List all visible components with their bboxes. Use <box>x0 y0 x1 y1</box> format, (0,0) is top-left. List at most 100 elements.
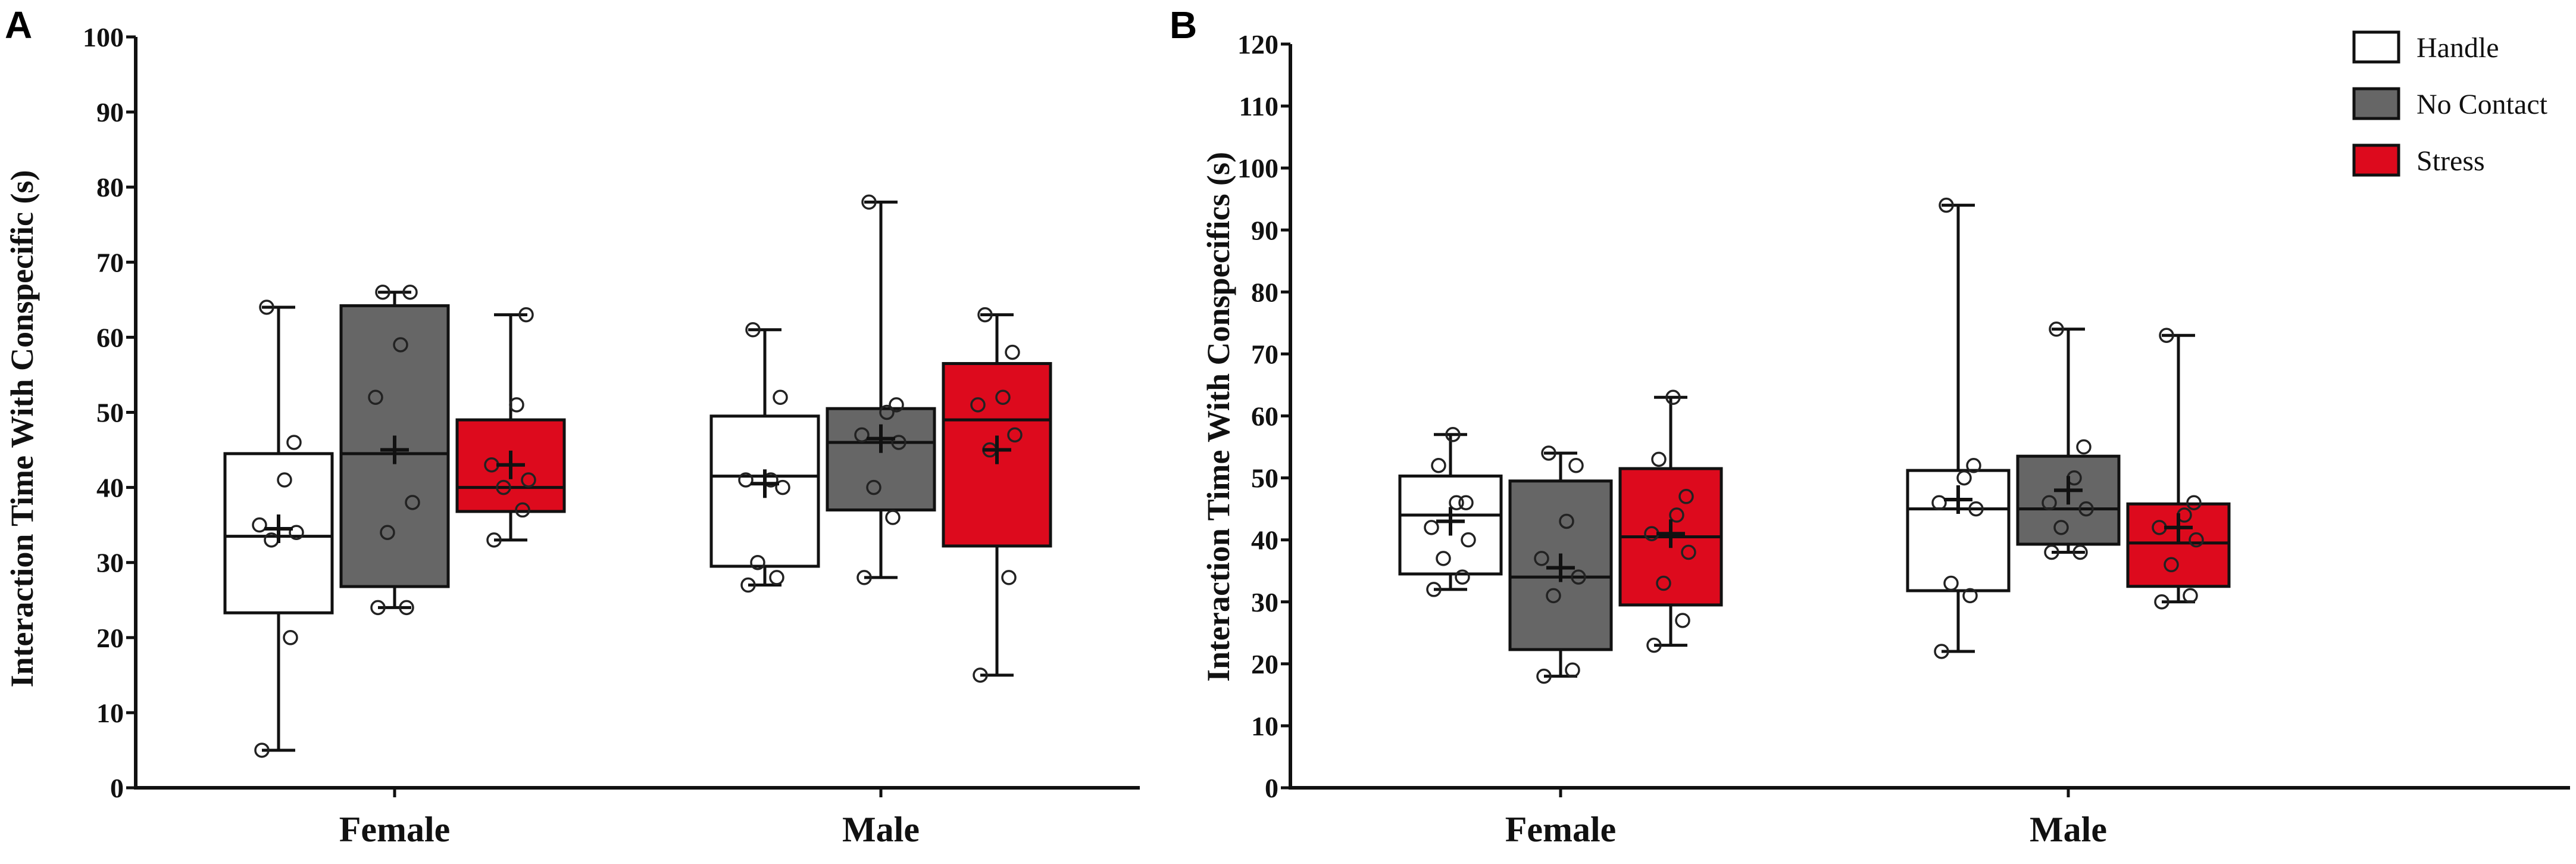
panel-b-y-tick-label: 30 <box>1251 587 1278 617</box>
panel-a-female-handle-mean-marker <box>264 514 293 543</box>
panel-a-female-no-contact-box-group <box>339 284 450 616</box>
panel-b-male-no-contact-point <box>2042 495 2057 510</box>
panel-b-female-handle-point <box>1436 551 1451 566</box>
panel-b-female-stress-point <box>1669 507 1684 523</box>
panel-a-male-handle-mean-marker <box>751 469 779 498</box>
panel-b-male-stress-box-group <box>2126 327 2231 610</box>
panel-a-male-stress-point <box>970 397 986 413</box>
panel-a-y-tick-label: 70 <box>96 247 124 277</box>
panel-a-male-no-contact-point <box>866 479 881 495</box>
panel-a-male-handle-box-group <box>709 322 820 593</box>
panel-a-male-stress-box-group <box>942 307 1052 683</box>
panel-b-y-tick-label: 100 <box>1237 153 1278 183</box>
panel-b-male-handle-point <box>1956 470 1972 486</box>
panel-b-female-handle-point <box>1426 582 1442 597</box>
panel-b-female-no-contact-point <box>1565 662 1580 678</box>
panel-a-male-no-contact-point <box>885 510 901 525</box>
panel-b-female-no-contact-mean-marker <box>1546 553 1575 582</box>
panel-b-male-handle-point <box>1962 588 1978 604</box>
panel-b-y-tick-label: 40 <box>1251 525 1278 556</box>
panel-b-female-no-contact-point <box>1541 445 1556 461</box>
panel-b-male-stress-mean-marker <box>2164 513 2193 542</box>
panel-a-female-no-contact-point <box>380 525 395 541</box>
legend-swatch-handle <box>2352 30 2400 64</box>
panel-a-y-tick-label: 80 <box>96 172 124 202</box>
panel-b-male-stress-point <box>2159 327 2174 343</box>
panel-b-female-stress-point <box>1681 544 1696 560</box>
panel-a-male-no-contact-point <box>889 397 904 413</box>
panel-b-y-tick-label: 120 <box>1237 29 1278 60</box>
panel-b-female-stress-point <box>1675 613 1690 628</box>
panel-b-female-no-contact-point <box>1571 569 1586 585</box>
panel-b-y-tick-label: 10 <box>1251 711 1278 741</box>
panel-b-male-no-contact-point <box>2072 544 2088 560</box>
panel-a-plot: 0 10 20 30 40 50 60 70 80 90 100 Female Male <box>83 22 1140 849</box>
panel-b-male-no-contact-point <box>2049 322 2064 337</box>
panel-a-y-tick-label: 40 <box>96 473 124 503</box>
panel-a-female-no-contact-point <box>375 284 390 300</box>
panel-b-y-tick-label: 70 <box>1251 339 1278 369</box>
panel-b-y-tick-label: 50 <box>1251 463 1278 494</box>
panel-a-male-stress-point <box>977 307 993 323</box>
panel-b-female-handle-point <box>1455 569 1470 585</box>
panel-a-male-no-contact-point <box>879 404 895 420</box>
panel-b-y-tick-label: 0 <box>1265 773 1278 803</box>
panel-b-female-handle-mean-marker <box>1436 507 1465 536</box>
panel-b-male-handle-point <box>1939 197 1954 213</box>
panel-a-male-handle-point <box>745 322 761 338</box>
panel-b-female-stress-point <box>1646 637 1662 653</box>
panel-a-male-stress-point <box>1007 427 1023 443</box>
panel-b-female-no-contact-point <box>1534 551 1549 566</box>
panel-b-male-no-contact-point <box>2053 520 2069 535</box>
panel-a-female-stress-point <box>496 479 511 495</box>
panel-b-female-stress-point <box>1651 451 1667 467</box>
panel-a-male-handle-point <box>769 570 784 585</box>
panel-b-male-handle-point <box>1966 458 1981 473</box>
panel-b-y-tick-label: 90 <box>1251 215 1278 245</box>
panel-a-male-no-contact-box <box>826 407 936 511</box>
panel-a-male-no-contact-mean-marker <box>867 424 895 453</box>
panel-a-female-handle-point <box>286 435 302 450</box>
panel-b-female-no-contact-box-group <box>1508 445 1613 684</box>
panel-b-male-handle-point <box>1931 495 1947 510</box>
panel-b-female-no-contact-point <box>1546 588 1561 604</box>
legend-swatch-no-contact <box>2352 87 2400 120</box>
panel-a-male-handle-point <box>738 472 754 488</box>
panel-b-y-tick-label: 20 <box>1251 649 1278 679</box>
panel-a-female-stress-point <box>509 397 524 413</box>
panel-a-male-no-contact-box-group <box>826 194 936 585</box>
legend-label-handle: Handle <box>2416 32 2499 64</box>
panel-b-x-tick-label-male: Male <box>2030 810 2107 849</box>
panel-b-female-no-contact-point <box>1568 458 1584 473</box>
panel-b-female-handle-point <box>1449 495 1464 510</box>
panel-b-male-stress-point <box>2189 532 2204 548</box>
panel-b-male-stress-point <box>2186 495 2202 510</box>
panel-b-male-no-contact-point <box>2044 544 2059 560</box>
panel-a-male-handle-point <box>775 479 790 495</box>
panel-b-female-stress-point <box>1656 575 1671 591</box>
panel-b-female-handle-box-group <box>1398 426 1503 597</box>
panel-b-male-handle-point <box>1968 501 1984 517</box>
panel-a-female-handle-point <box>289 525 304 541</box>
panel-a-female-no-contact-point <box>393 337 408 353</box>
panel-a-female-handle-point <box>252 517 267 533</box>
legend-label-stress: Stress <box>2416 145 2485 177</box>
panel-a-male-stress-point <box>1001 570 1017 585</box>
legend: Handle No Contact Stress <box>2352 30 2548 177</box>
panel-b-male-handle-point <box>1934 644 1949 659</box>
panel-b-female-handle-point <box>1458 495 1474 510</box>
panel-b-female-no-contact-point <box>1536 668 1552 684</box>
panel-a-female-stress-mean-marker <box>496 450 525 479</box>
panel-a-female-stress-point <box>515 502 530 518</box>
panel-b-female-handle-point <box>1424 520 1439 535</box>
panel-a-female-handle-point <box>259 300 274 315</box>
panel-a-y-tick-label: 60 <box>96 322 124 353</box>
panel-a-y-tick-label: 30 <box>96 548 124 578</box>
panel-a-female-stress-box-group <box>455 307 566 548</box>
panel-b-female-handle-point <box>1461 532 1476 548</box>
panel-b-y-tick-label: 110 <box>1239 91 1278 121</box>
panel-a-y-tick-label: 50 <box>96 398 124 428</box>
panel-b-male-handle-point <box>1943 575 1959 591</box>
panel-b-female-handle-point <box>1445 426 1461 442</box>
